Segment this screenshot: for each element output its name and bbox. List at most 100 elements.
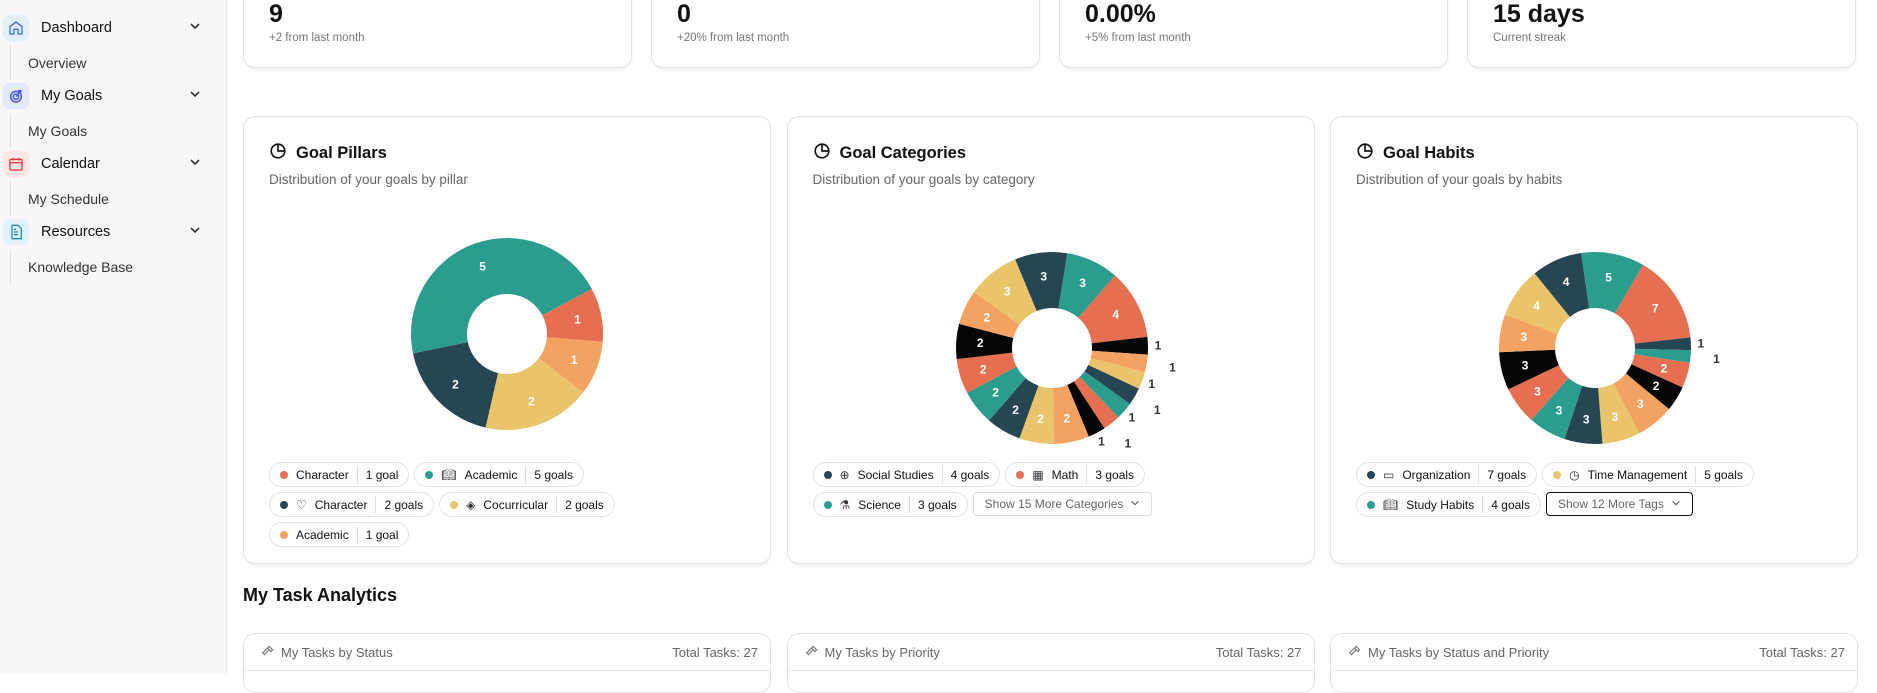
- legend-count: 5 goals: [1704, 467, 1743, 482]
- chevron-down-icon[interactable]: [185, 19, 205, 37]
- donut-slice[interactable]: [1581, 252, 1643, 314]
- legend-item[interactable]: Academic 1 goal: [269, 522, 410, 547]
- legend-item[interactable]: 📖︎ Academic 5 goals: [414, 462, 585, 487]
- slice-label: 3: [1079, 276, 1086, 290]
- donut-slice[interactable]: [1066, 381, 1104, 437]
- donut-slice[interactable]: [538, 337, 603, 393]
- nav-subitem[interactable]: My Schedule: [10, 182, 227, 216]
- slice-label: 1: [1153, 403, 1160, 417]
- chart-legend: Character 1 goal 📖︎ Academic 5 goals ♡ Charact…: [269, 462, 749, 547]
- legend-label: Academic: [296, 527, 349, 542]
- donut-slice[interactable]: [1018, 385, 1054, 444]
- donut-slice[interactable]: [1534, 253, 1590, 317]
- donut-slice[interactable]: [1499, 349, 1559, 390]
- donut-slice[interactable]: [1634, 337, 1691, 351]
- donut-slice[interactable]: [1505, 273, 1570, 335]
- donut-slice[interactable]: [1077, 275, 1147, 344]
- donut-slice[interactable]: [1083, 364, 1139, 405]
- chart-card-goal-habits: 7 1 1 2 2 3 3 3 3 3 3 3 4 4 5 Goal Habits Distribution …: [1330, 116, 1858, 564]
- donut-slice[interactable]: [1531, 377, 1583, 440]
- slice-label: 1: [1128, 411, 1135, 425]
- legend-label: Organization: [1402, 467, 1471, 482]
- donut-slice[interactable]: [988, 378, 1038, 439]
- legend-item[interactable]: ⚗︎ Science 3 goals: [812, 492, 968, 517]
- legend-count: 7 goals: [1487, 467, 1527, 482]
- legend-item[interactable]: ⊕ Social Studies 4 goals: [812, 462, 1001, 487]
- stat-subtext: +2 from last month: [269, 32, 365, 44]
- show-more-button[interactable]: Show 15 More Categories: [972, 492, 1153, 516]
- donut-slice[interactable]: [958, 291, 1020, 338]
- donut-slice[interactable]: [1564, 385, 1603, 445]
- donut-slice[interactable]: [1613, 373, 1669, 434]
- donut-slice[interactable]: [1090, 350, 1148, 373]
- donut-slice[interactable]: [1615, 264, 1691, 344]
- donut-slice[interactable]: [1508, 365, 1569, 420]
- task-chart-card: My Tasks by Status Total Tasks: 27: [243, 633, 771, 693]
- nav-subitem[interactable]: Knowledge Base: [10, 250, 227, 284]
- donut-slice[interactable]: [1634, 348, 1691, 363]
- donut-slice[interactable]: [1091, 336, 1148, 355]
- donut-slice[interactable]: [412, 342, 499, 428]
- slice-label: 1: [1154, 338, 1161, 352]
- legend-label: Character: [296, 467, 349, 482]
- chart-title: Goal Pillars: [296, 144, 387, 162]
- donut-slice[interactable]: [1057, 253, 1115, 318]
- chevron-down-icon[interactable]: [185, 87, 205, 105]
- donut-slice[interactable]: [973, 259, 1037, 325]
- total-tasks: Total Tasks: 27: [672, 644, 758, 660]
- sidebar: Dashboard Overview My Goals My Goals Cal…: [0, 0, 227, 673]
- slice-label: 1: [1713, 352, 1720, 366]
- chevron-down-icon[interactable]: [185, 155, 205, 173]
- slice-label: 5: [1605, 270, 1612, 284]
- home-icon: [3, 15, 29, 41]
- donut-slice[interactable]: [966, 366, 1026, 421]
- legend-item[interactable]: 📖︎ Study Habits 4 goals: [1356, 492, 1541, 517]
- donut-slice[interactable]: [1625, 364, 1683, 410]
- task-chart-title: My Tasks by Status and Priority: [1368, 644, 1550, 660]
- nav-item-0[interactable]: Dashboard: [0, 14, 227, 42]
- hammer-icon: [805, 644, 819, 661]
- donut-slice[interactable]: [1598, 383, 1640, 444]
- slice-label: 3: [1556, 403, 1563, 417]
- slice-label: 2: [976, 336, 983, 350]
- legend-item[interactable]: Character 1 goal: [269, 462, 410, 487]
- nav-subitem[interactable]: My Goals: [10, 114, 227, 148]
- chart-title: Goal Categories: [839, 144, 967, 162]
- legend-dot: [280, 500, 288, 509]
- nav-subitem[interactable]: Overview: [10, 46, 227, 80]
- donut-slice[interactable]: [955, 323, 1013, 360]
- show-more-button[interactable]: Show 12 More Tags: [1545, 492, 1693, 516]
- chevron-down-icon[interactable]: [185, 223, 205, 241]
- nav-item-2[interactable]: Calendar: [0, 150, 227, 178]
- legend-dot: [450, 500, 459, 509]
- legend-item[interactable]: ▦ Math 3 goals: [1005, 462, 1146, 487]
- legend-item[interactable]: ♡ Character 2 goals: [269, 492, 435, 517]
- donut-slice[interactable]: [1087, 358, 1145, 389]
- legend-label: Science: [858, 497, 901, 512]
- nav-item-label: My Goals: [41, 88, 103, 104]
- chart-legend: ⊕ Social Studies 4 goals ▦ Math 3 goals ⚗︎ Scie…: [812, 462, 1293, 517]
- donut-slice[interactable]: [1073, 376, 1118, 429]
- legend-item[interactable]: ▭ Organization 7 goals: [1356, 462, 1538, 487]
- nav-group-calendar: Calendar My Schedule: [0, 150, 227, 216]
- donut-slice[interactable]: [1631, 354, 1690, 388]
- legend-item[interactable]: ◷ Time Management 5 goals: [1542, 462, 1754, 487]
- slice-label: 2: [1661, 362, 1668, 376]
- nav-item-3[interactable]: Resources: [0, 218, 227, 246]
- slice-label: 4: [1112, 307, 1119, 321]
- nav-item-1[interactable]: My Goals: [0, 82, 227, 110]
- donut-slice[interactable]: [1014, 251, 1067, 312]
- slice-label: 2: [1037, 412, 1044, 426]
- pie-chart-icon: [269, 142, 296, 165]
- donut-slice[interactable]: [1052, 384, 1089, 444]
- donut-slice[interactable]: [411, 238, 592, 354]
- donut-slice[interactable]: [485, 358, 584, 430]
- nav-group-my-goals: My Goals My Goals: [0, 82, 227, 148]
- shapes-icon: ◈: [466, 497, 476, 512]
- donut-slice[interactable]: [1499, 314, 1558, 353]
- legend-item[interactable]: ◈ Cocurricular 2 goals: [439, 492, 615, 517]
- donut-slice[interactable]: [542, 288, 603, 342]
- donut-slice[interactable]: [1079, 371, 1130, 418]
- donut-slice[interactable]: [956, 352, 1017, 393]
- total-tasks: Total Tasks: 27: [1759, 644, 1845, 660]
